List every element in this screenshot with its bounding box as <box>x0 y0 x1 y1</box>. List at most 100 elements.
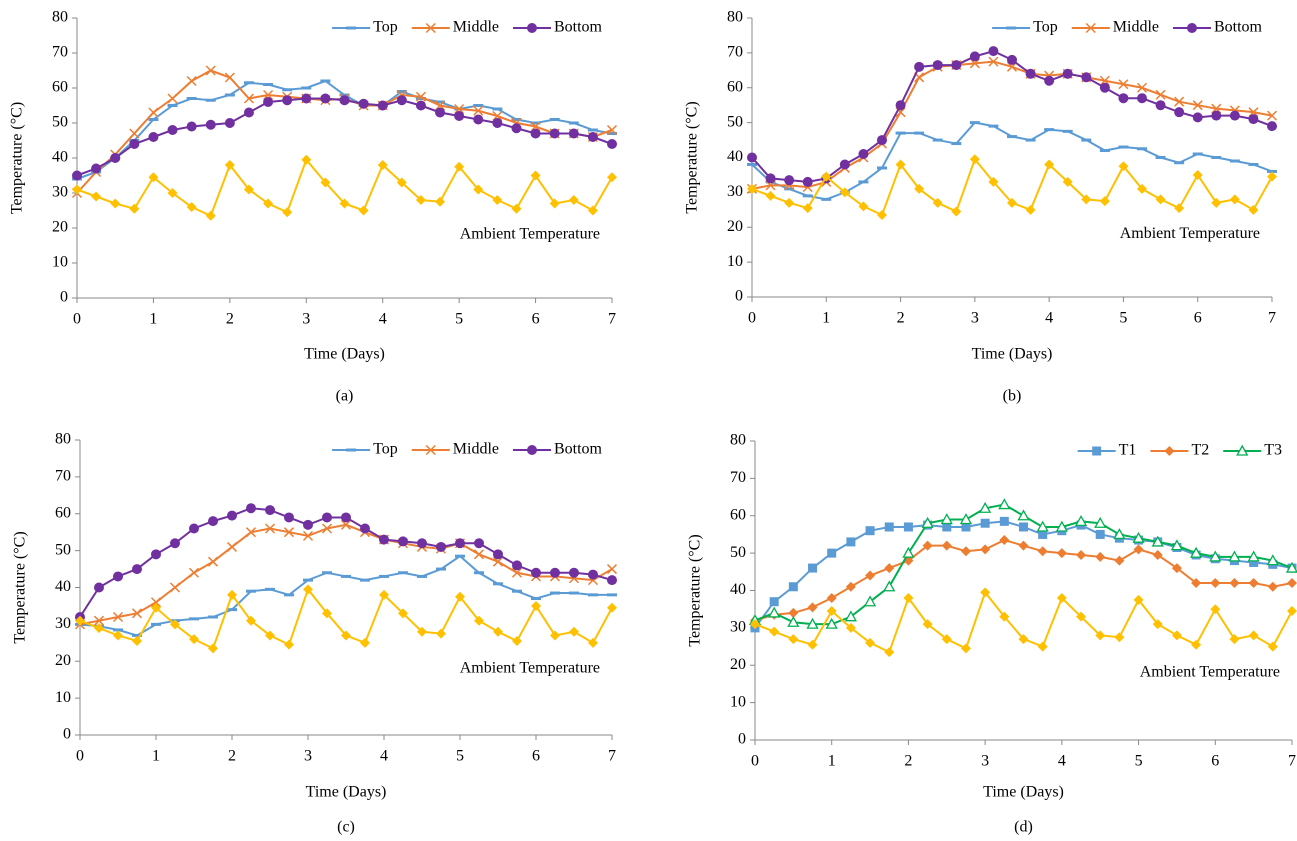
legend-label: Top <box>373 19 398 36</box>
marker <box>808 563 818 573</box>
marker <box>1114 555 1125 566</box>
marker <box>765 173 776 184</box>
x-tick-label: 0 <box>76 748 84 765</box>
marker <box>858 201 869 212</box>
marker <box>588 569 598 580</box>
y-tick-label: 20 <box>55 652 71 669</box>
marker <box>988 176 999 187</box>
x-tick-label: 2 <box>897 310 905 327</box>
marker <box>167 188 178 198</box>
marker <box>960 546 971 557</box>
marker <box>398 608 408 619</box>
marker <box>454 111 465 121</box>
marker <box>473 549 485 560</box>
marker <box>360 523 370 534</box>
marker <box>113 571 123 582</box>
y-tick-label: 60 <box>55 504 71 521</box>
marker <box>263 198 274 209</box>
marker <box>826 592 837 603</box>
marker <box>858 149 869 160</box>
marker <box>1081 72 1092 83</box>
marker <box>396 95 407 106</box>
marker <box>960 643 971 654</box>
x-tick-label: 1 <box>822 310 830 327</box>
y-tick-label: 30 <box>730 619 746 636</box>
y-tick-label: 0 <box>738 731 746 748</box>
marker <box>821 171 832 182</box>
y-tick-label: 40 <box>55 578 71 595</box>
marker <box>1192 100 1203 111</box>
marker <box>988 56 999 67</box>
marker <box>131 608 143 619</box>
y-tick-label: 70 <box>52 44 68 61</box>
marker <box>436 628 446 639</box>
marker <box>265 505 275 516</box>
marker <box>1210 604 1221 615</box>
legend-label: Top <box>1033 19 1058 36</box>
x-tick-label: 3 <box>304 748 312 765</box>
marker <box>150 597 162 608</box>
x-tick-label: 2 <box>904 753 912 770</box>
marker <box>358 98 369 109</box>
marker <box>884 522 894 532</box>
marker <box>922 540 933 551</box>
marker <box>961 522 971 532</box>
marker <box>339 95 350 106</box>
caption: (a) <box>336 388 354 405</box>
marker <box>227 589 237 600</box>
series-line <box>751 60 1273 190</box>
marker <box>839 187 850 198</box>
marker <box>208 516 218 527</box>
y-tick-label: 50 <box>55 541 71 558</box>
marker <box>999 516 1009 526</box>
marker <box>1170 539 1184 551</box>
marker <box>607 139 617 149</box>
y-tick-label: 0 <box>63 726 71 743</box>
marker <box>129 139 140 149</box>
marker <box>884 563 895 574</box>
marker <box>340 519 352 530</box>
marker <box>807 639 818 650</box>
marker <box>167 93 178 104</box>
marker <box>151 549 161 560</box>
marker <box>768 606 781 618</box>
marker <box>398 536 408 547</box>
marker <box>1056 548 1067 559</box>
marker <box>826 606 837 617</box>
x-axis-title: Time (Days) <box>304 346 385 363</box>
marker <box>75 615 85 626</box>
marker <box>1136 82 1148 93</box>
marker <box>863 595 877 607</box>
marker <box>902 546 915 558</box>
marker <box>784 197 795 208</box>
marker <box>301 154 312 165</box>
marker <box>1249 557 1259 567</box>
marker <box>473 105 484 116</box>
marker <box>322 608 332 619</box>
marker <box>170 538 180 549</box>
x-tick-label: 0 <box>751 753 759 770</box>
marker <box>827 548 837 558</box>
marker <box>170 619 180 630</box>
marker <box>587 205 598 216</box>
marker <box>284 512 294 523</box>
marker <box>1076 549 1087 560</box>
marker <box>1186 23 1197 33</box>
x-tick-label: 1 <box>828 753 836 770</box>
marker <box>129 128 140 139</box>
marker <box>167 125 178 135</box>
marker <box>1095 551 1106 562</box>
marker <box>186 75 197 87</box>
marker <box>72 170 82 181</box>
marker <box>243 184 254 195</box>
marker <box>151 602 161 613</box>
marker <box>425 22 436 34</box>
marker <box>396 177 407 188</box>
marker <box>825 617 838 629</box>
marker <box>110 153 121 163</box>
marker <box>550 630 560 641</box>
marker <box>1062 176 1073 187</box>
marker <box>969 51 980 62</box>
marker <box>512 560 522 571</box>
y-tick-label: 40 <box>52 149 68 166</box>
